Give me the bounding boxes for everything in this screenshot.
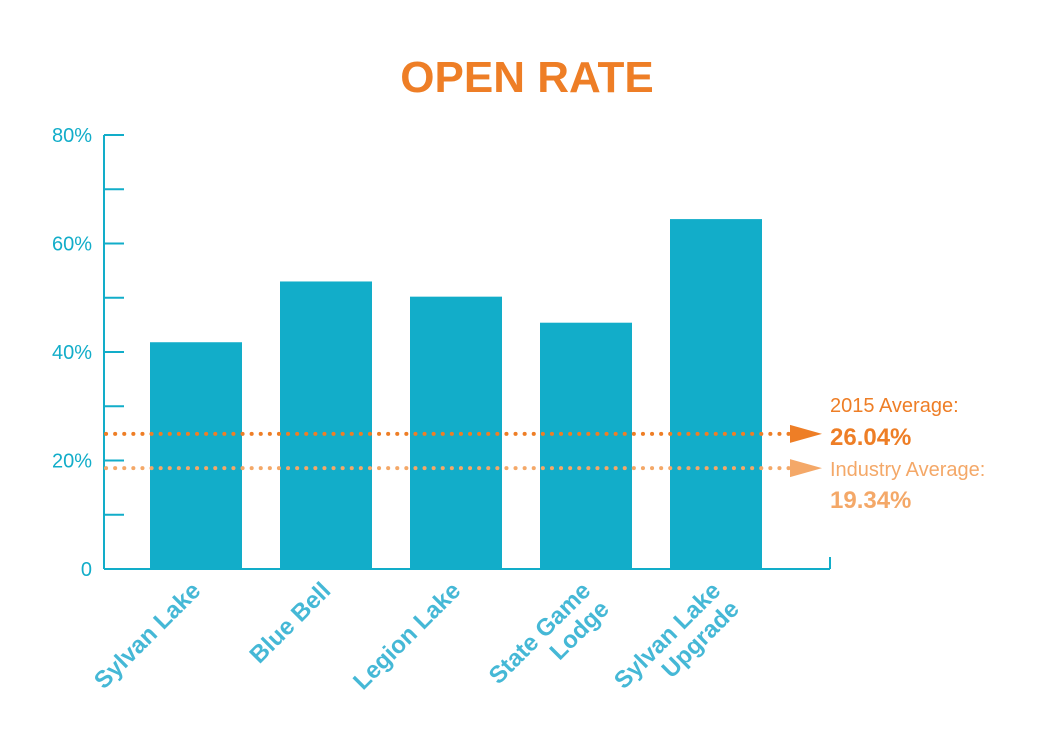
chart-title: OPEN RATE bbox=[400, 53, 653, 102]
y-tick-label: 60% bbox=[52, 234, 92, 256]
reference-name: Industry Average: bbox=[830, 459, 985, 481]
bars bbox=[150, 219, 762, 569]
y-tick-label: 20% bbox=[52, 451, 92, 473]
y-tick-label: 80% bbox=[52, 125, 92, 147]
x-category-label: Blue Bell bbox=[245, 577, 337, 669]
x-category-label: Sylvan Lake bbox=[89, 577, 206, 694]
x-category-label: Legion Lake bbox=[348, 577, 466, 695]
y-tick-label: 0 bbox=[81, 559, 92, 581]
reference-arrow bbox=[790, 459, 822, 478]
bar-state-game-lodge bbox=[540, 322, 632, 569]
reference-value: 19.34% bbox=[830, 487, 911, 514]
reference-lines: 2015 Average: 26.04% Industry Average: 19.3… bbox=[104, 395, 985, 514]
y-tick-label: 40% bbox=[52, 342, 92, 364]
x-category-label-line: Sylvan Lake bbox=[89, 577, 206, 694]
x-category-label-line: Blue Bell bbox=[245, 577, 337, 669]
x-axis: Sylvan Lake Blue Bell Legion Lake State Gam… bbox=[89, 557, 831, 713]
reference-arrow bbox=[790, 424, 822, 443]
bar-sylvan-lake-upgrade bbox=[670, 219, 762, 569]
x-category-label: State GameLodge bbox=[484, 577, 615, 708]
y-axis: 0 20% 40% 60% 80% bbox=[52, 125, 124, 581]
x-category-label: Sylvan LakeUpgrade bbox=[609, 577, 745, 713]
x-category-label-line: Legion Lake bbox=[348, 577, 466, 695]
reference-value: 26.04% bbox=[830, 424, 911, 451]
reference-name: 2015 Average: bbox=[830, 395, 959, 417]
bar-blue-bell bbox=[280, 281, 372, 569]
bar-sylvan-lake bbox=[150, 342, 242, 569]
